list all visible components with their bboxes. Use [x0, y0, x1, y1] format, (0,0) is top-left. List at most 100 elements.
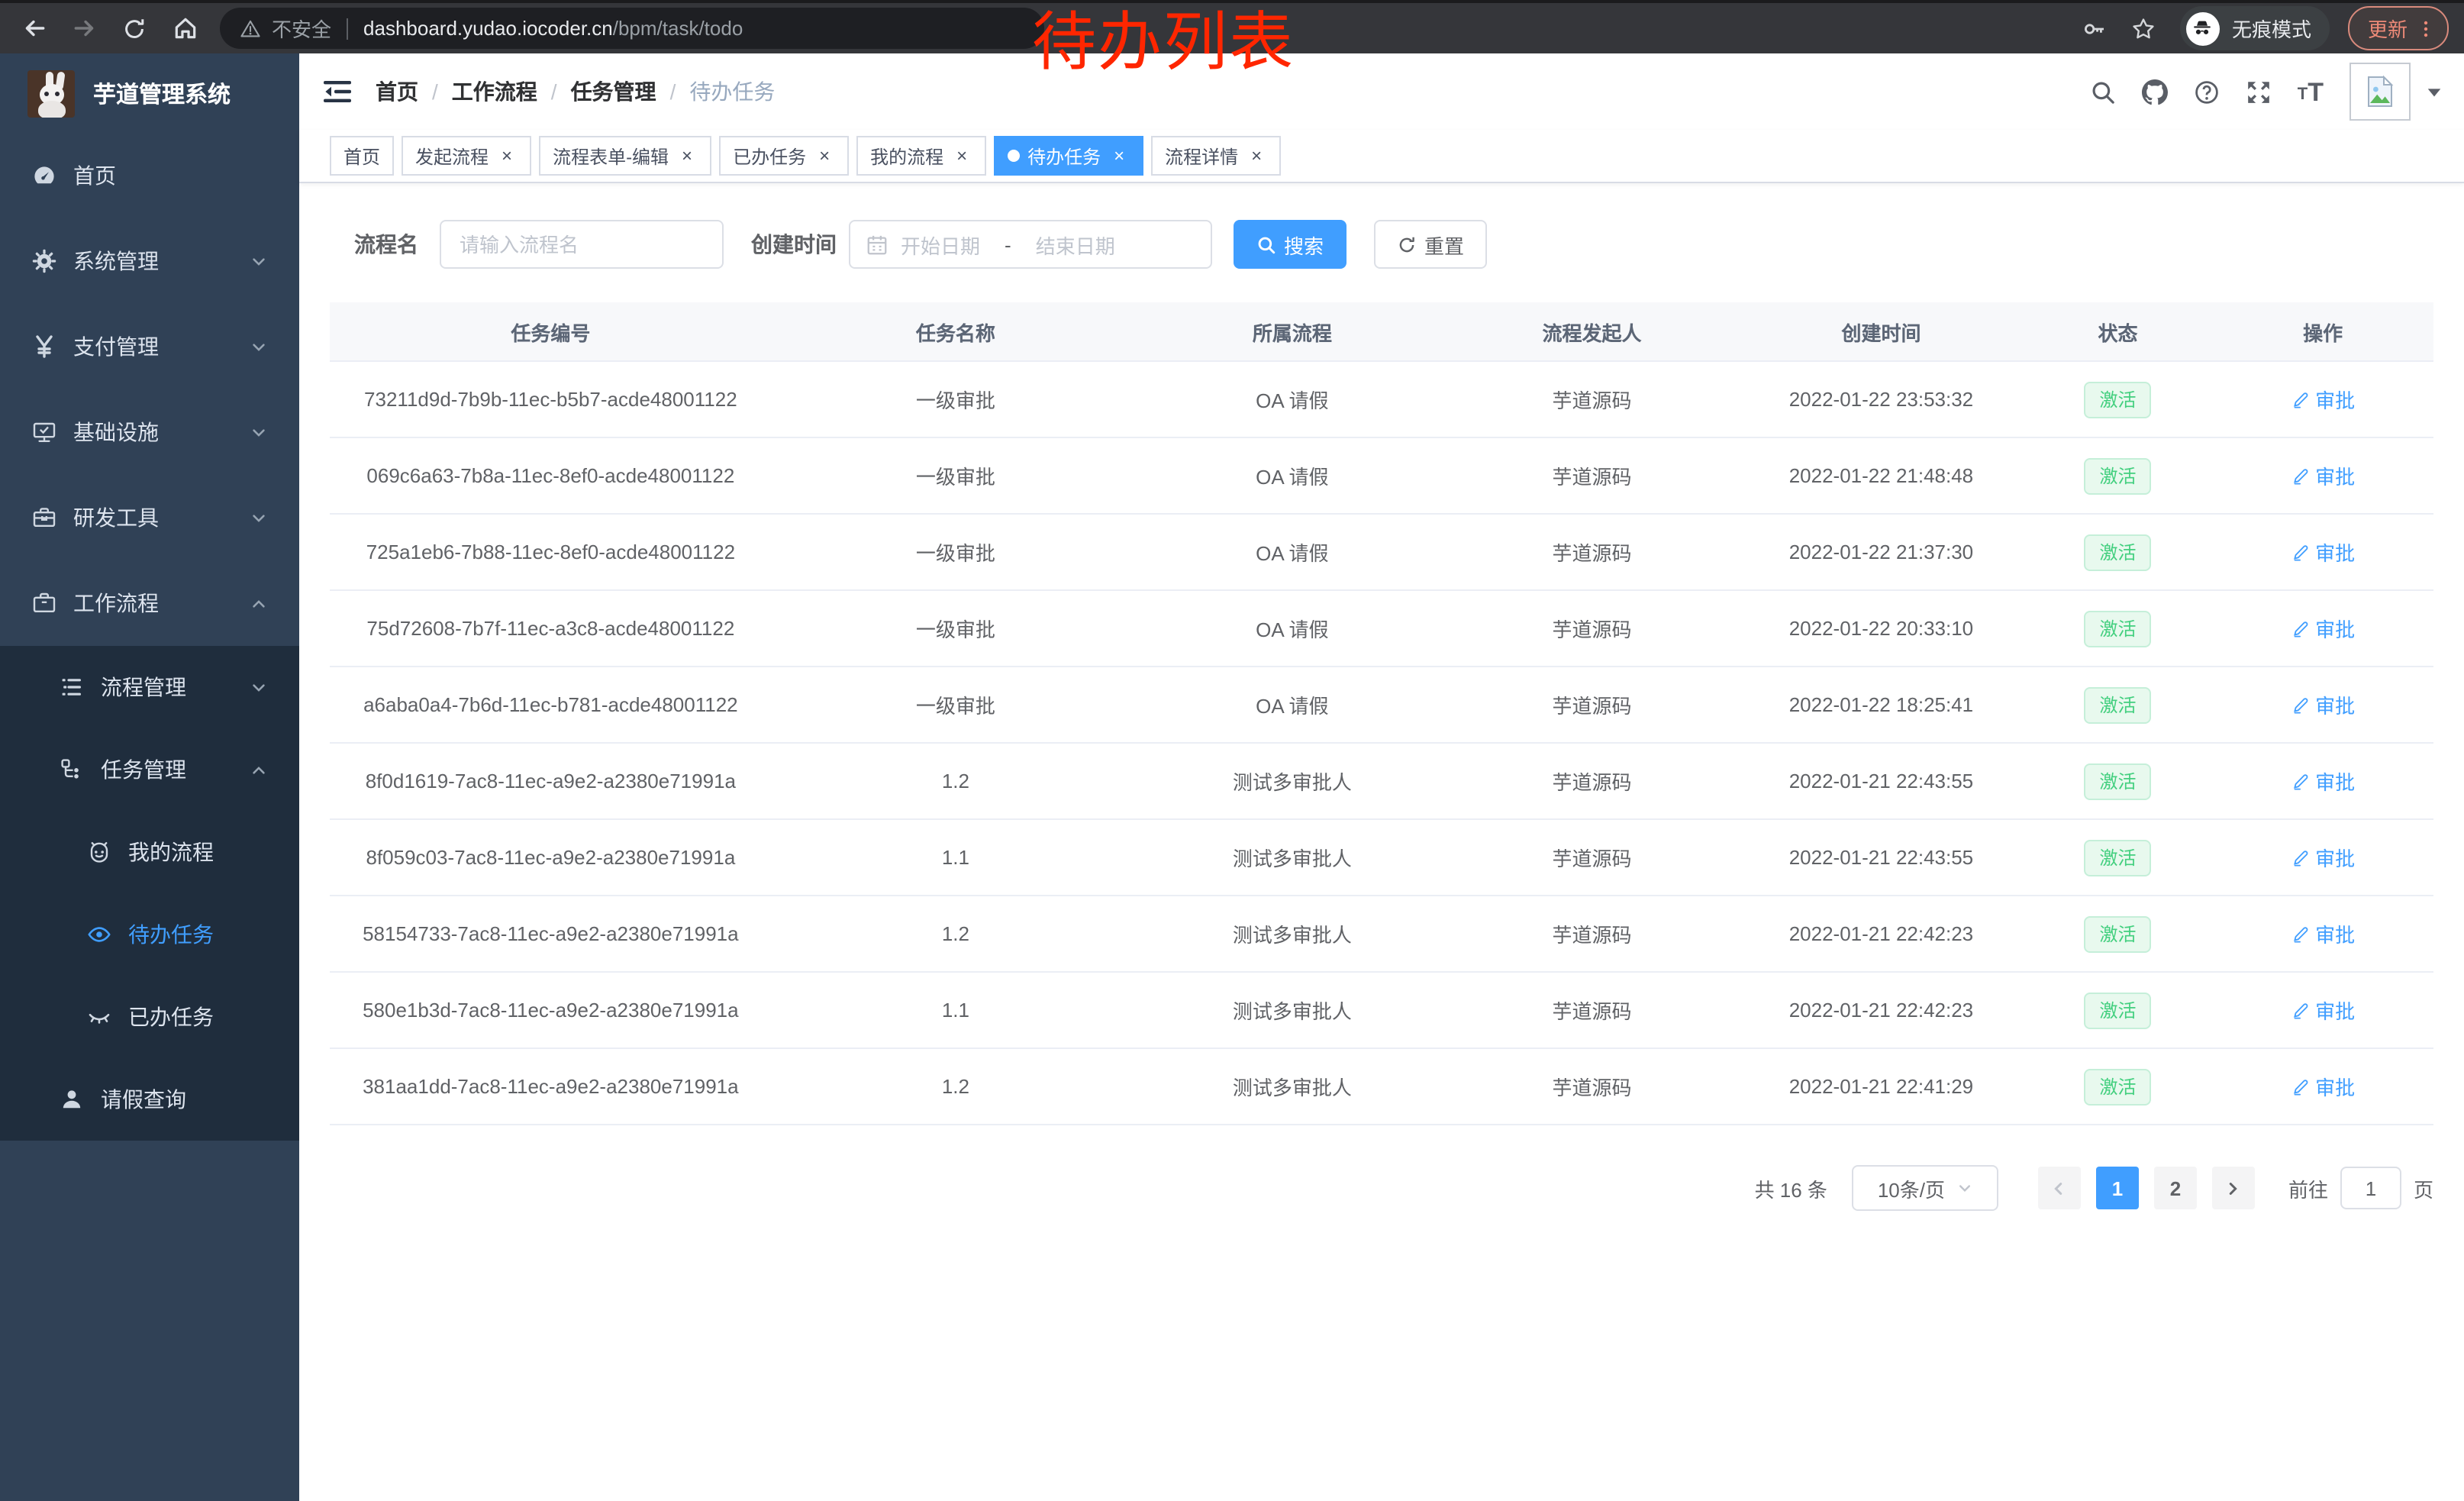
tab-close-icon[interactable]: × [502, 145, 513, 166]
tab-close-icon[interactable]: × [956, 145, 968, 166]
tab-label: 流程详情 [1165, 146, 1239, 167]
calendar-icon [866, 233, 889, 256]
tab-已办任务[interactable]: 已办任务 × [719, 136, 850, 176]
status-cell: 激活 [2023, 610, 2212, 647]
incognito-label: 无痕模式 [2231, 18, 2311, 41]
edit-pencil-icon [2291, 772, 2309, 790]
sidebar-item-流程管理[interactable]: 流程管理 [0, 646, 299, 728]
breadcrumb-item: 待办任务 [689, 79, 776, 104]
tab-待办任务[interactable]: 待办任务 × [994, 136, 1144, 176]
url-host: dashboard.yudao.iocoder.cn [363, 17, 613, 40]
sidebar-item-研发工具[interactable]: 研发工具 [0, 475, 299, 560]
action-cell: 审批 [2213, 614, 2433, 643]
page-size-select[interactable]: 10条/页 [1851, 1165, 1998, 1211]
kebab-menu-icon[interactable] [2417, 19, 2435, 37]
github-icon[interactable] [2141, 79, 2168, 105]
sidebar-item-首页[interactable]: 首页 [0, 133, 299, 218]
approve-button[interactable]: 审批 [2291, 919, 2355, 948]
process-name-input[interactable] [440, 220, 724, 269]
help-icon[interactable] [2194, 79, 2220, 105]
approve-button[interactable]: 审批 [2291, 1072, 2355, 1101]
sidebar-item-基础设施[interactable]: 基础设施 [0, 389, 299, 475]
prev-page-button[interactable] [2037, 1167, 2081, 1209]
sidebar-item-我的流程[interactable]: 我的流程 [0, 811, 299, 893]
breadcrumb-item[interactable]: 工作流程 [451, 79, 537, 104]
chevron-down-icon [244, 679, 272, 696]
bookmark-star-icon[interactable] [2131, 16, 2156, 40]
sidebar-item-请假查询[interactable]: 请假查询 [0, 1058, 299, 1141]
process-cell: 测试多审批人 [1232, 924, 1352, 947]
briefcase-icon [31, 591, 58, 615]
column-header-所属流程: 所属流程 [1252, 321, 1332, 344]
breadcrumb-item[interactable]: 任务管理 [570, 79, 656, 104]
tab-close-icon[interactable]: × [1114, 145, 1125, 166]
search-icon[interactable] [2090, 79, 2116, 105]
browser-update-button[interactable]: 更新 [2347, 6, 2449, 50]
address-bar[interactable]: 不安全 dashboard.yudao.iocoder.cn/bpm/task/… [220, 8, 1044, 49]
yen-icon [31, 334, 58, 359]
tab-流程详情[interactable]: 流程详情 × [1151, 136, 1282, 176]
sidebar-item-已办任务[interactable]: 已办任务 [0, 976, 299, 1058]
tab-首页[interactable]: 首页 [330, 136, 395, 176]
task-name-cell: 1.1 [941, 999, 969, 1022]
process-name-label: 流程名 [354, 232, 418, 257]
task-id-cell: 069c6a63-7b8a-11ec-8ef0-acde48001122 [366, 464, 735, 487]
tab-close-icon[interactable]: × [682, 145, 693, 166]
flow-icon [58, 757, 85, 782]
status-badge: 激活 [2084, 763, 2152, 799]
approve-button[interactable]: 审批 [2291, 767, 2355, 796]
approve-button[interactable]: 审批 [2291, 690, 2355, 719]
sidebar-item-系统管理[interactable]: 系统管理 [0, 218, 299, 304]
starter-cell: 芋道源码 [1552, 847, 1632, 870]
sidebar-item-待办任务[interactable]: 待办任务 [0, 893, 299, 976]
browser-forward-button[interactable] [67, 11, 101, 45]
page-button-2[interactable]: 2 [2153, 1167, 2197, 1209]
approve-button[interactable]: 审批 [2291, 537, 2355, 567]
avatar[interactable] [2350, 63, 2411, 121]
approve-button[interactable]: 审批 [2291, 385, 2355, 414]
sidebar-item-支付管理[interactable]: 支付管理 [0, 304, 299, 389]
tab-我的流程[interactable]: 我的流程 × [856, 136, 987, 176]
tab-close-icon[interactable]: × [819, 145, 830, 166]
sidebar-item-label: 系统管理 [73, 249, 159, 273]
edit-pencil-icon [2291, 848, 2309, 867]
browser-back-button[interactable] [17, 11, 50, 45]
task-name-cell: 1.2 [941, 922, 969, 945]
process-cell: 测试多审批人 [1232, 1000, 1352, 1023]
starter-cell: 芋道源码 [1552, 771, 1632, 794]
approve-button[interactable]: 审批 [2291, 461, 2355, 490]
task-id-cell: a6aba0a4-7b6d-11ec-b781-acde48001122 [363, 693, 738, 716]
sidebar-item-label: 待办任务 [128, 922, 214, 947]
next-page-button[interactable] [2211, 1167, 2255, 1209]
fullscreen-icon[interactable] [2246, 79, 2272, 105]
sidebar-logo-row[interactable]: 芋道管理系统 [0, 53, 299, 133]
sidebar-collapse-button[interactable] [324, 79, 351, 104]
approve-button[interactable]: 审批 [2291, 614, 2355, 643]
avatar-dropdown-caret-icon[interactable] [2426, 83, 2443, 100]
table-row: 381aa1dd-7ac8-11ec-a9e2-a2380e71991a 1.2 测… [330, 1049, 2433, 1125]
tab-发起流程[interactable]: 发起流程 × [402, 136, 532, 176]
tab-close-icon[interactable]: × [1251, 145, 1263, 166]
tab-流程表单-编辑[interactable]: 流程表单-编辑 × [539, 136, 712, 176]
approve-button[interactable]: 审批 [2291, 843, 2355, 872]
chevron-down-icon [244, 509, 272, 526]
reset-button[interactable]: 重置 [1374, 220, 1488, 269]
browser-home-button[interactable] [168, 11, 202, 45]
password-key-icon[interactable] [2082, 16, 2107, 40]
date-range-picker[interactable]: 开始日期 - 结束日期 [849, 220, 1212, 269]
breadcrumb-item[interactable]: 首页 [376, 79, 418, 104]
sidebar-item-任务管理[interactable]: 任务管理 [0, 728, 299, 811]
incognito-icon [2185, 11, 2220, 45]
starter-cell: 芋道源码 [1552, 695, 1632, 718]
page-button-1[interactable]: 1 [2095, 1167, 2139, 1209]
goto-page-input[interactable] [2340, 1167, 2401, 1209]
approve-button[interactable]: 审批 [2291, 996, 2355, 1025]
browser-reload-button[interactable] [118, 11, 151, 45]
sidebar-item-工作流程[interactable]: 工作流程 [0, 560, 299, 646]
search-button[interactable]: 搜索 [1234, 220, 1347, 269]
toolbox-icon [31, 505, 58, 530]
breadcrumb-separator: / [550, 79, 557, 104]
